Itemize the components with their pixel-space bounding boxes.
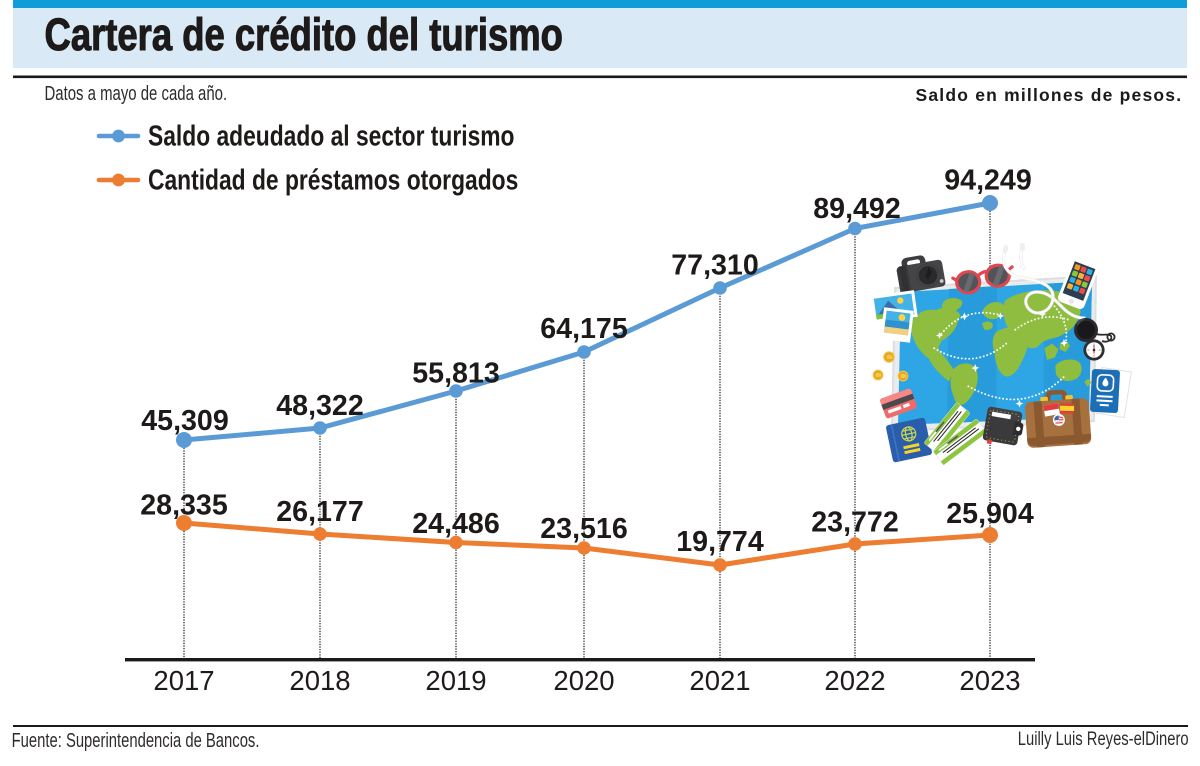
svg-text:Fuente: Superintendencia de Ba: Fuente: Superintendencia de Bancos.	[12, 729, 260, 752]
svg-text:2022: 2022	[824, 665, 885, 696]
svg-text:2017: 2017	[153, 665, 214, 696]
svg-text:77,310: 77,310	[671, 250, 758, 282]
svg-text:89,492: 89,492	[813, 193, 900, 225]
svg-text:23,516: 23,516	[540, 513, 627, 545]
svg-text:Luilly Luis Reyes-elDinero: Luilly Luis Reyes-elDinero	[1018, 728, 1189, 749]
svg-text:2018: 2018	[289, 665, 350, 696]
svg-text:25,904: 25,904	[946, 498, 1034, 530]
svg-text:55,813: 55,813	[412, 358, 499, 390]
svg-text:2019: 2019	[425, 665, 486, 696]
svg-text:19,774: 19,774	[676, 526, 764, 558]
svg-text:2023: 2023	[959, 665, 1020, 696]
svg-text:Cantidad de préstamos otorgado: Cantidad de préstamos otorgados	[148, 165, 518, 196]
svg-text:28,335: 28,335	[140, 490, 228, 522]
svg-text:Saldo en millones de pesos.: Saldo en millones de pesos.	[916, 85, 1183, 105]
svg-text:94,249: 94,249	[944, 165, 1031, 197]
svg-text:Saldo adeudado al sector turis: Saldo adeudado al sector turismo	[148, 121, 514, 152]
svg-text:45,309: 45,309	[141, 405, 228, 437]
svg-text:48,322: 48,322	[276, 390, 363, 422]
svg-text:23,772: 23,772	[811, 507, 898, 539]
svg-text:64,175: 64,175	[540, 313, 628, 345]
svg-text:2021: 2021	[689, 665, 750, 696]
svg-text:26,177: 26,177	[276, 496, 363, 528]
svg-text:24,486: 24,486	[412, 508, 499, 540]
svg-text:2020: 2020	[553, 665, 614, 696]
svg-text:Datos a mayo de cada año.: Datos a mayo de cada año.	[45, 82, 228, 105]
svg-text:Cartera de crédito del turismo: Cartera de crédito del turismo	[45, 9, 563, 60]
